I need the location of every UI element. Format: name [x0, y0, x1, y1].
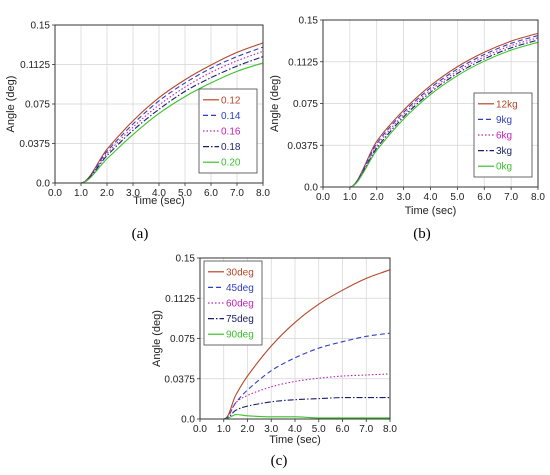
y-tick-label: 0.075 — [293, 99, 318, 110]
series-line-30deg — [200, 269, 390, 419]
legend-label-0.20: 0.20 — [221, 158, 241, 169]
legend-box — [473, 92, 533, 178]
x-tick-label: 5.0 — [312, 424, 326, 435]
y-tick-label: 0.075 — [170, 334, 195, 345]
legend-label-0.14: 0.14 — [221, 111, 241, 122]
x-tick-label: 0.0 — [316, 192, 330, 203]
legend-label-12kg: 12kg — [496, 99, 518, 110]
legend-label-3kg: 3kg — [496, 146, 512, 157]
legend-label-9kg: 9kg — [496, 115, 512, 126]
x-tick-label: 1.0 — [74, 188, 88, 199]
chart-panel-b: 0.0 1.0 2.0 3.0 4.0 5.0 6.0 7.0 8.0 0.0 0.0375 0.07… — [269, 16, 545, 243]
legend-label-45deg: 45deg — [226, 283, 254, 294]
x-tick-label: 5.0 — [178, 188, 192, 199]
y-tick-label: 0.0375 — [287, 141, 318, 152]
x-tick-label: 6.0 — [204, 188, 218, 199]
legend-label-90deg: 90deg — [226, 330, 254, 341]
series-line-0kg — [323, 41, 538, 187]
legend-label-0.16: 0.16 — [221, 127, 241, 138]
legend-label-75deg: 75deg — [226, 314, 254, 325]
legend-box — [203, 260, 263, 346]
y-tick-label: 0.0375 — [164, 374, 195, 385]
series-line-60deg — [200, 373, 390, 419]
x-tick-label: 1.0 — [217, 424, 231, 435]
y-axis-label: Angle (deg) — [151, 310, 163, 367]
series-line-9kg — [323, 35, 538, 187]
legend-label-0.18: 0.18 — [221, 142, 241, 153]
x-tick-label: 8.0 — [383, 424, 397, 435]
series-line-45deg — [200, 332, 390, 419]
x-axis-label: Time (sec) — [133, 195, 185, 207]
y-tick-label: 0.0 — [36, 179, 50, 190]
x-tick-label: 3.0 — [264, 424, 278, 435]
x-tick-label: 6.0 — [477, 192, 491, 203]
x-tick-label: 5.0 — [450, 192, 464, 203]
panel-label: (b) — [413, 226, 431, 242]
x-tick-label: 4.0 — [424, 192, 438, 203]
x-tick-label: 3.0 — [397, 192, 411, 203]
legend-label-60deg: 60deg — [226, 299, 254, 310]
x-tick-label: 8.0 — [531, 192, 545, 203]
series-line-90deg — [200, 414, 390, 419]
y-tick-label: 0.1125 — [165, 294, 195, 305]
panel-label: (a) — [132, 226, 149, 242]
x-tick-label: 4.0 — [288, 424, 302, 435]
legend-label-0kg: 0kg — [496, 162, 512, 173]
y-tick-label: 0.1125 — [288, 57, 318, 68]
y-tick-label: 0.075 — [25, 100, 50, 111]
legend: 0.12 0.14 0.16 0.18 0.20 — [198, 88, 258, 174]
x-tick-label: 2.0 — [241, 424, 255, 435]
series-line-75deg — [200, 396, 390, 419]
y-tick-label: 0.15 — [176, 254, 196, 265]
x-tick-label: 6.0 — [336, 424, 350, 435]
series-line-6kg — [323, 37, 538, 187]
x-tick-label: 1.0 — [343, 192, 357, 203]
chart-panel-a: 0.0 1.0 2.0 3.0 4.0 5.0 6.0 7.0 8.0 0.0 0.0375 0.07… — [5, 21, 270, 243]
x-tick-label: 7.0 — [230, 188, 244, 199]
x-axis-label: Time (sec) — [269, 434, 321, 446]
y-axis-label: Angle (deg) — [5, 76, 17, 133]
y-tick-label: 0.0 — [304, 183, 318, 194]
legend-label-6kg: 6kg — [496, 131, 512, 142]
panel-label: (c) — [271, 453, 288, 469]
legend: 30deg 45deg 60deg 75deg 90deg — [203, 260, 263, 346]
series-line-12kg — [323, 32, 538, 187]
series-line-0.20 — [55, 62, 263, 183]
legend-label-0.12: 0.12 — [221, 95, 241, 106]
x-axis-label: Time (sec) — [405, 205, 457, 217]
x-tick-label: 4.0 — [152, 188, 166, 199]
legend: 12kg 9kg 6kg 3kg 0kg — [473, 92, 533, 178]
x-tick-label: 0.0 — [193, 424, 207, 435]
y-tick-label: 0.15 — [31, 21, 51, 32]
x-tick-label: 2.0 — [100, 188, 114, 199]
x-tick-label: 8.0 — [256, 188, 270, 199]
y-tick-label: 0.0 — [181, 415, 195, 426]
x-tick-label: 2.0 — [370, 192, 384, 203]
chart-panel-c: 0.0 1.0 2.0 3.0 4.0 5.0 6.0 7.0 8.0 0.0 0.0375 0.07… — [151, 254, 397, 470]
y-tick-label: 0.0375 — [19, 139, 50, 150]
x-tick-label: 7.0 — [504, 192, 518, 203]
x-tick-label: 0.0 — [48, 188, 62, 199]
y-tick-label: 0.1125 — [20, 60, 50, 71]
legend-label-30deg: 30deg — [226, 267, 254, 278]
x-tick-label: 3.0 — [126, 188, 140, 199]
y-tick-label: 0.15 — [299, 16, 319, 27]
x-tick-label: 7.0 — [359, 424, 373, 435]
legend-box — [198, 88, 258, 174]
y-axis-label: Angle (deg) — [269, 75, 281, 132]
